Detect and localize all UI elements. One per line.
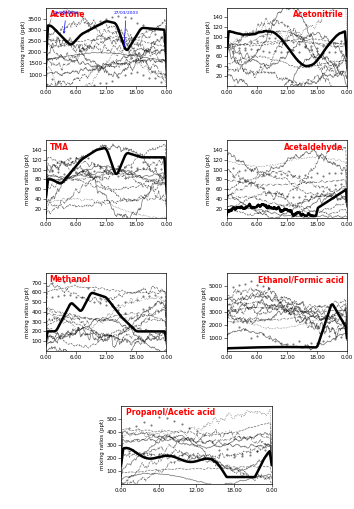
Y-axis label: mixing ratios (ppt): mixing ratios (ppt) [25,286,30,337]
Text: Acetone: Acetone [50,10,85,19]
Text: Acetaldehyde: Acetaldehyde [284,143,343,152]
Y-axis label: mixing ratios (ppt): mixing ratios (ppt) [100,419,105,470]
Text: Propanol/Acetic acid: Propanol/Acetic acid [126,408,215,417]
Text: Methanol: Methanol [50,275,91,284]
Text: TMA: TMA [50,143,69,152]
Y-axis label: mixing ratios (ppt): mixing ratios (ppt) [22,21,27,72]
Text: Ethanol/Formic acid: Ethanol/Formic acid [258,275,343,284]
Text: Acetonitrile: Acetonitrile [292,10,343,19]
Y-axis label: mixing ratios (ppt): mixing ratios (ppt) [25,154,30,205]
Y-axis label: mixing ratios (ppt): mixing ratios (ppt) [206,154,211,205]
Y-axis label: mixing ratios (ppt): mixing ratios (ppt) [206,21,211,72]
Y-axis label: mixing ratios (ppt): mixing ratios (ppt) [202,286,207,337]
Text: 26/03/2003: 26/03/2003 [53,11,79,33]
Text: 27/03/2003: 27/03/2003 [114,11,139,46]
